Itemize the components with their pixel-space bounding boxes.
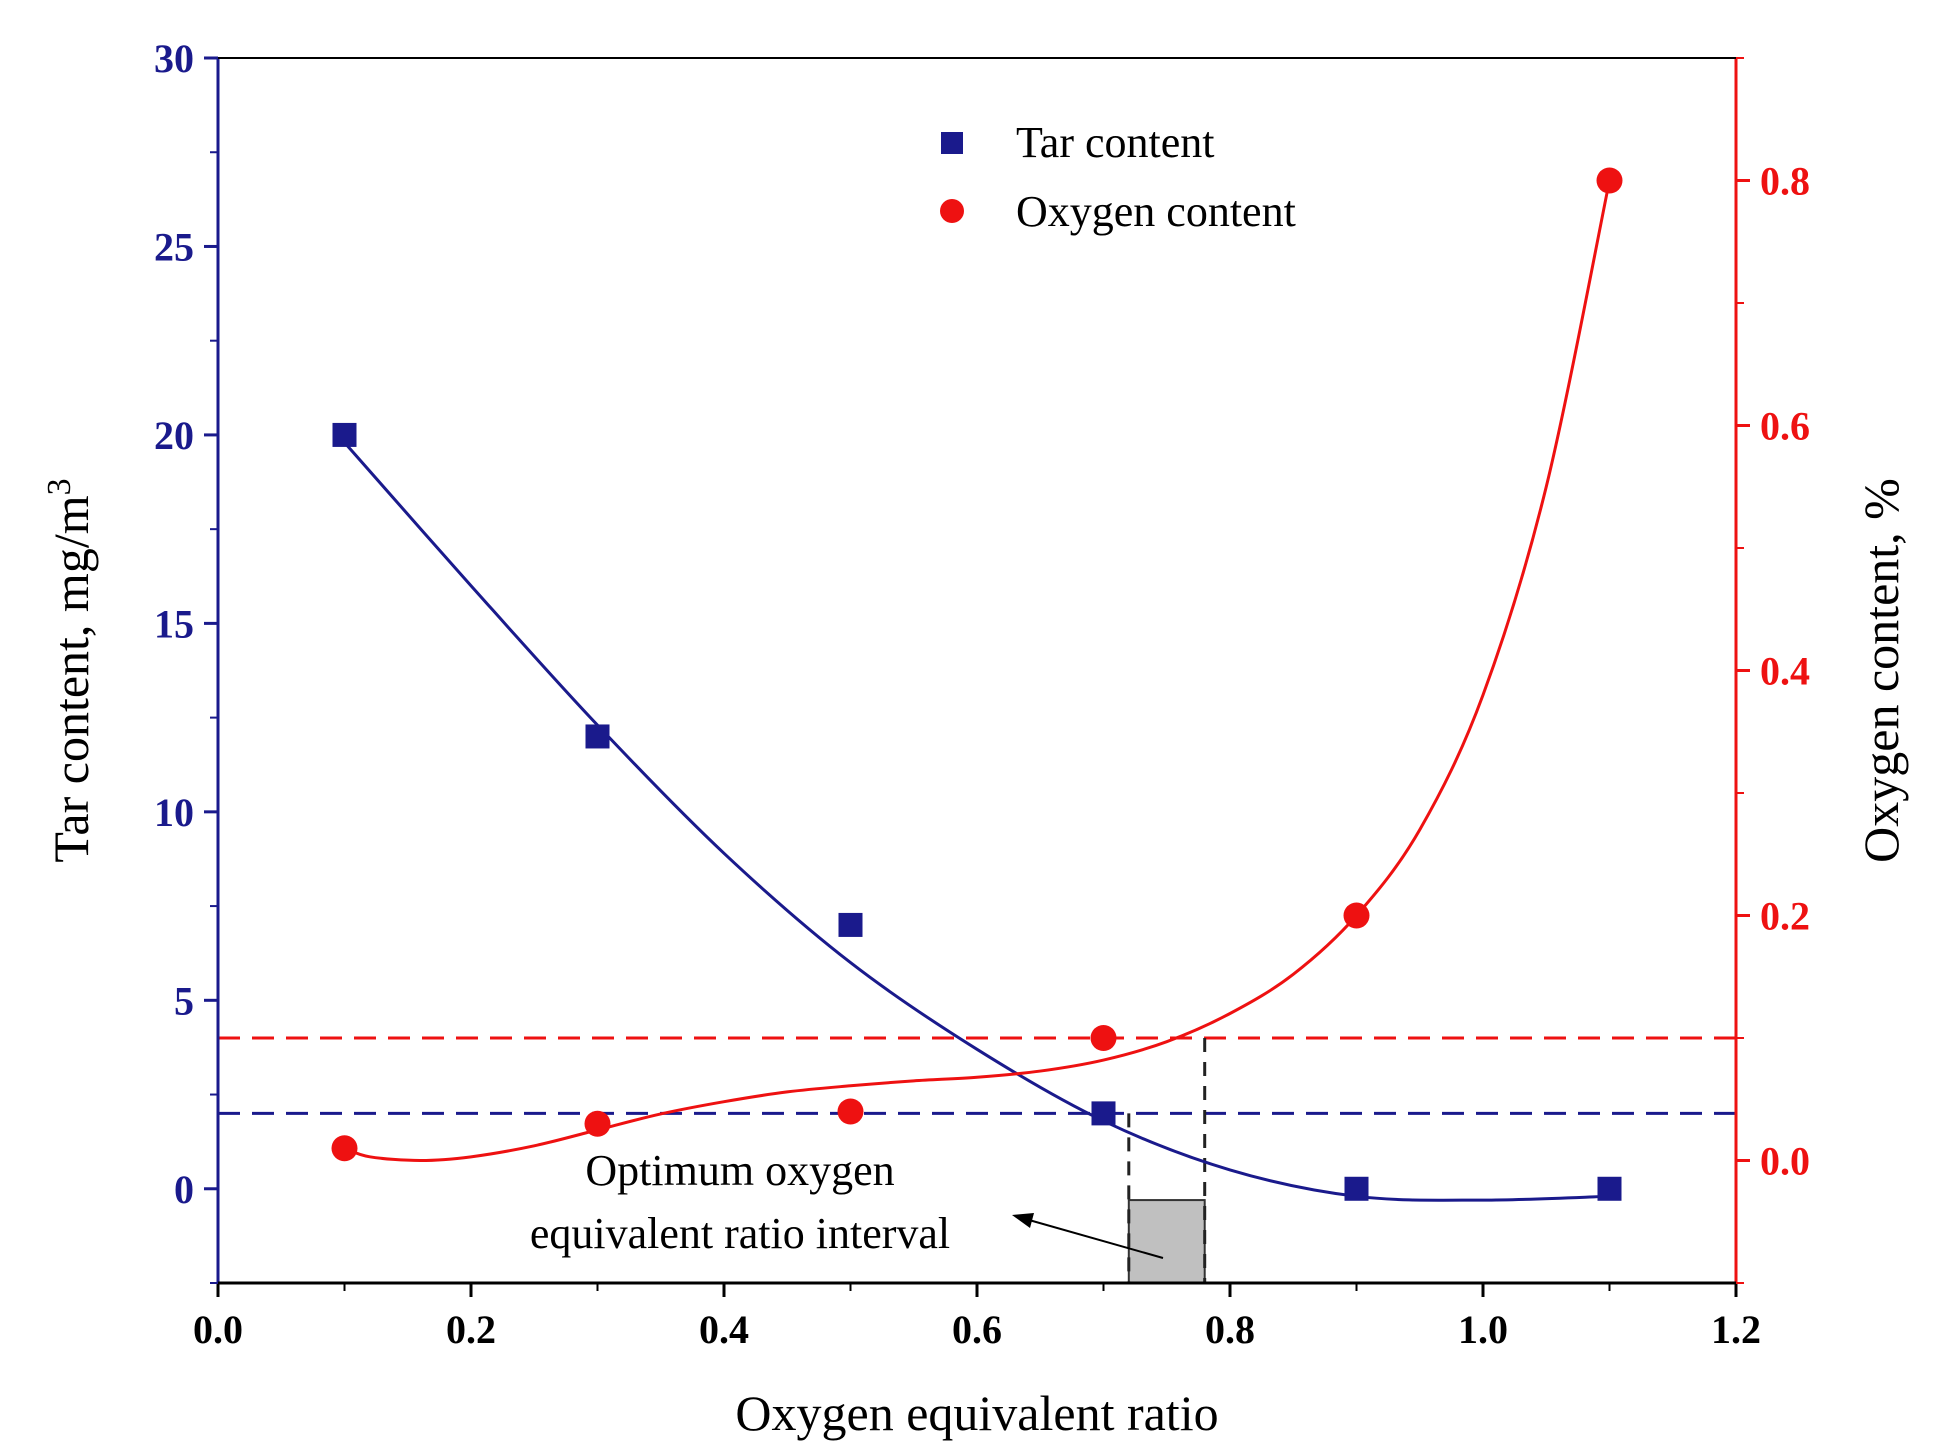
- left-y-tick-label: 5: [174, 978, 194, 1023]
- oxygen-content-point: [837, 1098, 864, 1125]
- right-y-tick-label: 0.2: [1760, 894, 1810, 939]
- x-tick-label: 1.0: [1458, 1307, 1508, 1352]
- right-y-tick-label: 0.4: [1760, 649, 1810, 694]
- legend: Tar content Oxygen content: [940, 118, 1296, 236]
- right-y-axis-title: Oxygen content, %: [1853, 478, 1909, 863]
- left-y-tick-label: 10: [154, 790, 194, 835]
- left-y-axis-title-superscript: 3: [41, 478, 78, 495]
- legend-label-oxygen-content: Oxygen content: [1016, 187, 1296, 236]
- interval-box: [1127, 1199, 1206, 1284]
- tar-content-point: [585, 724, 610, 749]
- left-y-tick-label: 15: [154, 601, 194, 646]
- oxygen-content-point: [1596, 167, 1623, 194]
- annotation-line-2: equivalent ratio interval: [530, 1209, 950, 1258]
- tar-content-point: [1597, 1176, 1622, 1201]
- x-tick-label: 0.0: [193, 1307, 243, 1352]
- right-y-tick-label: 0.0: [1760, 1139, 1810, 1184]
- oxygen-content-point: [584, 1110, 611, 1137]
- annotation-line-1: Optimum oxygen: [585, 1146, 894, 1195]
- tar-content-point: [1344, 1176, 1369, 1201]
- x-axis-title: Oxygen equivalent ratio: [735, 1385, 1218, 1441]
- annotation-arrow: [1021, 1217, 1164, 1259]
- annotation-arrowhead: [1012, 1213, 1034, 1228]
- oxygen-content-point: [1090, 1025, 1117, 1051]
- oxygen-fit-curve: [343, 180, 1611, 1163]
- x-tick-label: 0.2: [446, 1307, 496, 1352]
- x-tick-label: 0.6: [952, 1307, 1002, 1352]
- left-y-tick-label: 30: [154, 36, 194, 81]
- x-tick-label: 1.2: [1711, 1307, 1761, 1352]
- axes: 0.0 0.2 0.4 0.6 0.8 1.0 1.2 0 5 10 15 20 25 30 0.0 0.2 0…: [154, 36, 1810, 1352]
- reference-lines: [218, 1036, 1736, 1115]
- tar-content-point: [1091, 1101, 1116, 1126]
- left-y-tick-label: 0: [174, 1167, 194, 1212]
- legend-marker-oxygen-content: [940, 199, 964, 223]
- left-y-tick-label: 25: [154, 224, 194, 269]
- data-points: [331, 167, 1623, 1201]
- oxygen-content-point: [1343, 902, 1370, 929]
- left-y-tick-label: 20: [154, 413, 194, 458]
- right-y-tick-label: 0.6: [1760, 404, 1810, 449]
- tar-fit-curve: [343, 441, 1610, 1202]
- oxygen-content-point: [331, 1135, 358, 1162]
- tar-content-point: [332, 422, 357, 447]
- left-y-axis-title-text: Tar content, mg/m: [43, 495, 99, 862]
- optimum-interval: [1127, 1038, 1207, 1284]
- x-tick-label: 0.4: [699, 1307, 749, 1352]
- x-tick-label: 0.8: [1205, 1307, 1255, 1352]
- fit-curves: [343, 180, 1611, 1202]
- tar-content-point: [838, 912, 863, 937]
- legend-marker-tar-content: [941, 132, 963, 154]
- right-y-tick-label: 0.8: [1760, 159, 1810, 204]
- legend-label-tar-content: Tar content: [1016, 118, 1215, 167]
- annotation: Optimum oxygen equivalent ratio interval: [530, 1146, 1164, 1259]
- left-y-axis-title: Tar content, mg/m3: [41, 478, 99, 862]
